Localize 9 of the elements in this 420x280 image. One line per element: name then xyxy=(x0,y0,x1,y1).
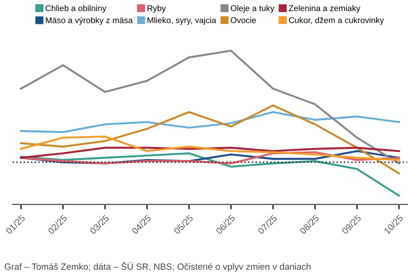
legend-label: Mäso a výrobky z mäsa xyxy=(46,16,133,25)
legend-label: Ovocie xyxy=(230,17,256,24)
legend-label: Oleje a tuky xyxy=(230,5,274,13)
legend-label: Ryby xyxy=(148,5,166,13)
legend-label: Mlieko, syry, vajcia xyxy=(148,17,216,25)
legend-label: Chlieb a obilniny xyxy=(46,5,106,13)
text: Graf – Tomáš Zemko; dáta – ŠÚ SR, NBS; Očistené o vplyv zmien v daniach xyxy=(4,262,311,272)
legend-label: Cukor, džem a cukrovinky xyxy=(288,16,384,25)
legend-label: Zelenina a zemiaky xyxy=(288,5,360,13)
